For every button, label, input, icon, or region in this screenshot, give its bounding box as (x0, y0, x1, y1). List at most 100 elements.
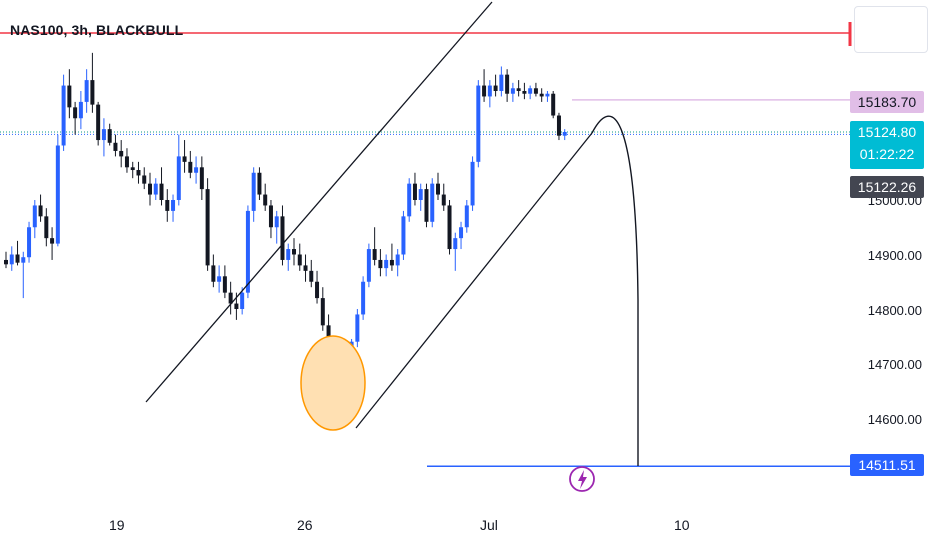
candle-body (372, 249, 377, 260)
time-axis-label: 26 (297, 517, 313, 533)
candle-body (384, 259, 389, 269)
candle-body (55, 145, 60, 244)
lightning-bolt-icon (578, 470, 587, 489)
candle-body (153, 183, 158, 195)
candle-body (274, 216, 279, 228)
candle-body (124, 156, 129, 168)
candle-body (171, 200, 176, 211)
candle-body (101, 129, 106, 141)
candle-body (50, 238, 55, 244)
candle-body (44, 216, 49, 239)
candle-body (499, 74, 504, 91)
target-high-tag: 15183.70 (850, 91, 924, 113)
candle-body (38, 205, 43, 217)
candle-body (73, 107, 78, 119)
candle-body (309, 270, 314, 282)
candle-body (493, 85, 498, 91)
candle-body (447, 205, 452, 250)
candle-body (188, 161, 193, 173)
candle-body (245, 210, 250, 293)
candle-body (21, 257, 26, 263)
candle-body (61, 85, 66, 146)
candle-body (459, 227, 464, 239)
channel-lower-line (355, 132, 593, 429)
current-price-value: 15124.80 (857, 124, 917, 140)
candle-body (142, 175, 147, 184)
candle-body (222, 276, 227, 293)
candle-body (148, 183, 152, 195)
candle-body (395, 254, 400, 266)
candle-body (315, 281, 320, 299)
time-axis-label: Jul (480, 517, 498, 533)
candle-body (407, 183, 412, 217)
candle-body (113, 142, 118, 151)
candle-body (516, 88, 521, 91)
projection-curve (591, 115, 639, 466)
candle-body (464, 205, 469, 228)
candle-body (194, 167, 199, 173)
candle-body (67, 85, 72, 108)
candle-body (217, 276, 222, 282)
candle-body (378, 259, 383, 269)
channel-upper-line (145, 1, 493, 403)
candle-body (320, 298, 325, 326)
candle-body (441, 194, 446, 206)
candle-body (280, 216, 285, 260)
candle-body (470, 161, 475, 206)
candle-body (199, 167, 204, 190)
price-scale-label: 14600.00 (867, 412, 922, 427)
candle-body (522, 91, 527, 94)
candle-body (182, 156, 187, 162)
candle-body (211, 265, 216, 282)
candle-body (366, 249, 371, 282)
candle-body (510, 88, 515, 94)
candle-body (107, 129, 112, 143)
candle-body (303, 265, 308, 271)
candle-body (505, 74, 510, 94)
candle-body (9, 254, 14, 265)
candle-body (292, 249, 296, 255)
bar-countdown: 01:22:22 (859, 146, 915, 162)
candle-body (228, 292, 233, 304)
candle-body (482, 85, 487, 97)
drawings (145, 1, 639, 492)
candle-body (15, 254, 20, 263)
candle-body (533, 88, 538, 94)
candle-body (551, 93, 556, 116)
candle-body (176, 156, 181, 200)
candle-body (268, 205, 273, 228)
candle-body (4, 259, 8, 265)
candle-body (90, 80, 95, 105)
candle-body (412, 183, 417, 200)
candle-body (528, 88, 533, 94)
candle-body (165, 200, 170, 211)
candle-body (78, 101, 83, 119)
candle-body (430, 183, 435, 222)
candle-body (96, 104, 101, 141)
candle-body (476, 85, 481, 162)
candle-body (361, 281, 366, 315)
candle-body (562, 131, 567, 136)
candle-body (453, 238, 458, 250)
price-scale-label: 14800.00 (867, 303, 922, 318)
candle-body (263, 194, 268, 206)
candle-body (545, 93, 550, 97)
candle-body (251, 172, 256, 211)
candle-body (401, 216, 406, 255)
price-scale-label: 14700.00 (867, 357, 922, 372)
corner-box[interactable] (854, 6, 928, 53)
candle-body (159, 183, 164, 200)
candle-body (418, 189, 423, 200)
candle-body (136, 170, 141, 176)
candle-body (297, 254, 302, 266)
candle-body (234, 303, 239, 309)
candle-body (240, 292, 245, 309)
prev-close-tag: 15122.26 (850, 176, 924, 198)
circle-zone (300, 335, 366, 431)
level-lines (0, 22, 852, 467)
candle-body (130, 167, 135, 171)
candle-body (286, 249, 291, 260)
price-scale-label: 14900.00 (867, 248, 922, 263)
